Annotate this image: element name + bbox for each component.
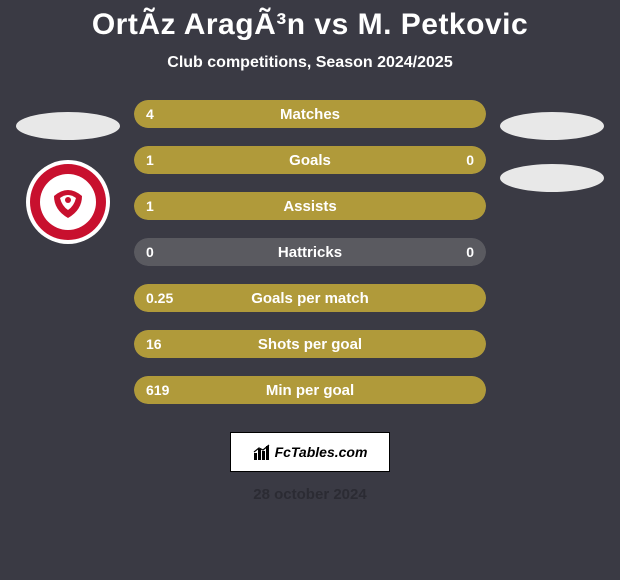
- left-club-badge: [26, 160, 110, 244]
- stat-row: 16Shots per goal: [134, 330, 486, 358]
- fctables-logo[interactable]: FcTables.com: [230, 432, 390, 472]
- stat-row: 4Matches: [134, 100, 486, 128]
- stat-bars: 4Matches 10Goals 1Assists 00Hattricks 0.25Go…: [134, 100, 486, 404]
- club-crest-icon: [30, 164, 106, 240]
- left-club-badge-inner: [30, 164, 106, 240]
- stat-row: 00Hattricks: [134, 238, 486, 266]
- stat-row: 1Assists: [134, 192, 486, 220]
- main-content: OrtÃ­z AragÃ³n vs M. Petkovic Club compe…: [0, 0, 620, 580]
- right-club-oval: [500, 164, 604, 192]
- chart-icon: [253, 443, 271, 461]
- page-title: OrtÃ­z AragÃ³n vs M. Petkovic: [92, 8, 528, 42]
- stat-label: Assists: [134, 198, 486, 215]
- stat-row: 0.25Goals per match: [134, 284, 486, 312]
- stat-label: Matches: [134, 106, 486, 123]
- left-country-oval: [16, 112, 120, 140]
- stat-label: Goals: [134, 152, 486, 169]
- right-team-column: [492, 112, 612, 192]
- stat-row: 619Min per goal: [134, 376, 486, 404]
- left-team-column: [8, 112, 128, 244]
- stat-label: Shots per goal: [134, 336, 486, 353]
- right-country-oval: [500, 112, 604, 140]
- stats-area: 4Matches 10Goals 1Assists 00Hattricks 0.25Go…: [0, 100, 620, 404]
- stat-row: 10Goals: [134, 146, 486, 174]
- stat-label: Goals per match: [134, 290, 486, 307]
- stat-label: Min per goal: [134, 382, 486, 399]
- stat-label: Hattricks: [134, 244, 486, 261]
- date-label: 28 october 2024: [253, 486, 366, 503]
- logo-text: FcTables.com: [275, 444, 368, 460]
- page-subtitle: Club competitions, Season 2024/2025: [167, 54, 452, 72]
